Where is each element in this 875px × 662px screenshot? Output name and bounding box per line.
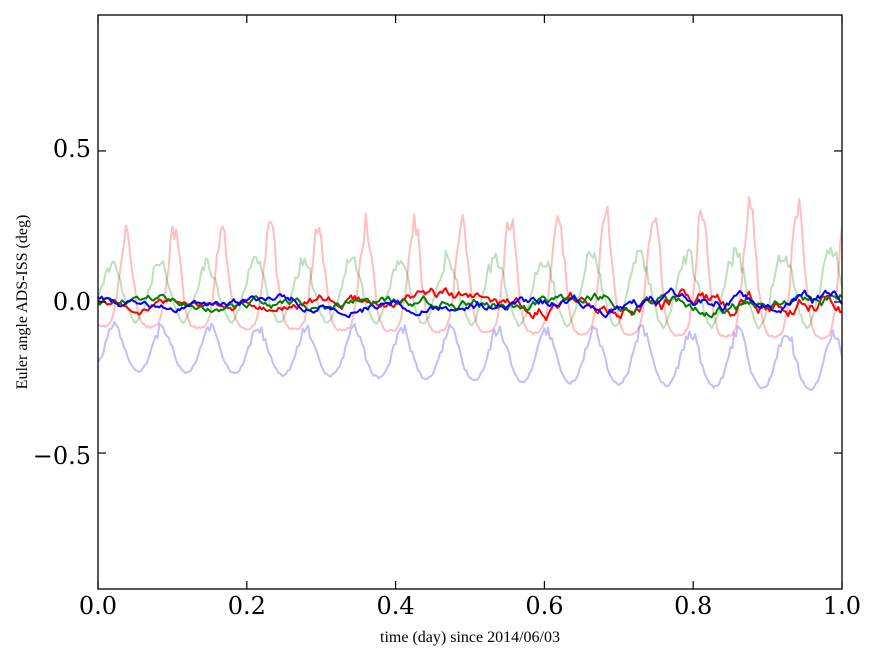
series-line-roll — [97, 287, 843, 322]
series-line-pitch — [97, 292, 843, 319]
x-axis-title: time (day) since 2014/06/03 — [380, 629, 560, 646]
x-tick-label: 0.6 — [525, 592, 563, 620]
x-tick-label: 1.0 — [823, 592, 861, 620]
y-tick-label: −0.5 — [33, 442, 91, 470]
series-line-yaw-faint — [97, 321, 843, 391]
x-tick-label: 0.4 — [377, 592, 415, 620]
series-layer — [97, 196, 843, 391]
y-tick-label: 0.0 — [53, 288, 91, 316]
x-tick-label: 0.8 — [674, 592, 712, 620]
series-line-yaw — [97, 287, 843, 319]
x-tick-label: 0.0 — [79, 592, 117, 620]
y-axis-title: Euler angle ADS-ISS (deg) — [14, 215, 31, 390]
x-tick-label: 0.2 — [228, 592, 266, 620]
series-line-roll-faint — [97, 196, 843, 340]
y-tick-label: 0.5 — [53, 135, 91, 163]
plot-frame — [97, 14, 843, 590]
